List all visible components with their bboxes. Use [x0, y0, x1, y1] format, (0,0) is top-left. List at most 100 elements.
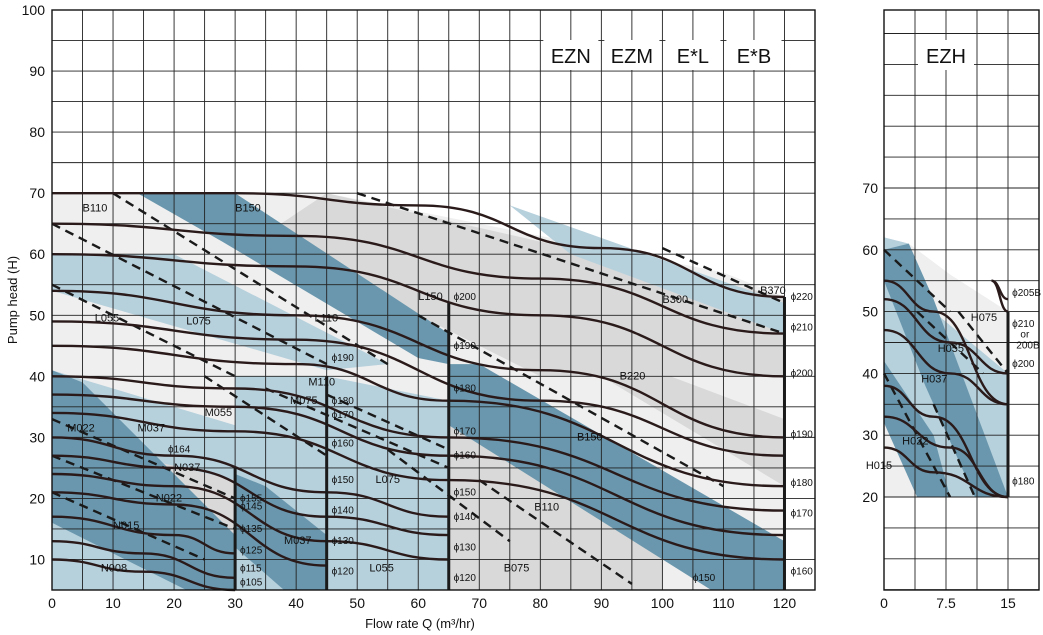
side-y-tick-label: 70	[862, 180, 878, 196]
series-label: E*B	[737, 46, 771, 68]
main-model-label-11: M055	[205, 407, 233, 419]
main-diameter-label-6: ϕ160	[791, 567, 814, 578]
y-tick-label: 90	[29, 63, 45, 79]
x-tick-label: 70	[471, 595, 487, 611]
main-diameter-label-5: ϕ170	[791, 509, 814, 520]
y-tick-label: 30	[29, 429, 45, 445]
side-x-tick-label: 7.5	[936, 595, 956, 611]
main-model-label-2: L055	[95, 312, 119, 324]
main-curve-15	[51, 558, 236, 592]
series-label: EZN	[551, 46, 591, 68]
main-diameter-label-7: ϕ200	[454, 292, 477, 303]
side-y-tick-label: 50	[862, 304, 878, 320]
side-dashed-0	[883, 248, 951, 313]
y-tick-label: 50	[29, 307, 45, 323]
main-dashed-4	[661, 247, 785, 305]
main-diameter-label-2: ϕ200	[791, 368, 814, 379]
main-curves	[51, 191, 785, 592]
y-tick-label: 20	[29, 490, 45, 506]
x-tick-label: 0	[48, 595, 56, 611]
main-diameter-label-8: ϕ190	[454, 341, 477, 352]
main-model-label-0: B110	[83, 202, 108, 214]
main-diameter-label-13: ϕ140	[454, 512, 477, 523]
main-curve-9	[51, 436, 449, 518]
x-tick-label: 40	[288, 595, 304, 611]
side-y-tick-label: 60	[862, 242, 878, 258]
main-diameter-label-23: ϕ120	[332, 567, 355, 578]
main-diameter-label-21: ϕ140	[332, 506, 355, 517]
side-curves	[883, 279, 1009, 499]
x-tick-label: 30	[227, 595, 243, 611]
main-dashed-1	[51, 283, 236, 378]
main-frame	[51, 9, 816, 591]
main-model-label-15: L075	[376, 474, 400, 486]
side-curve-5	[883, 446, 1009, 499]
side-diameter-label-4: ϕ200	[1012, 359, 1035, 370]
side-curve-2	[883, 328, 1009, 406]
x-tick-label: 110	[712, 595, 735, 611]
side-dashed-3	[932, 403, 976, 498]
main-dashed-2	[112, 192, 389, 366]
main-model-label-9: M110	[308, 376, 335, 388]
side-curve-4	[883, 415, 1009, 499]
main-dashed-7	[51, 491, 206, 561]
main-dashed-10	[326, 393, 450, 451]
side-curve-0	[883, 279, 1009, 406]
main-diameter-label-3: ϕ190	[791, 429, 814, 440]
main-model-label-22: B075	[504, 563, 530, 575]
main-curve-0	[51, 191, 785, 299]
y-tick-label: 100	[22, 2, 46, 18]
main-curve-3	[51, 289, 785, 439]
y-tick-label: 10	[29, 551, 45, 567]
y-tick-label: 80	[29, 124, 45, 140]
main-diameter-label-22: ϕ130	[332, 536, 355, 547]
main-plot: 0 10 20 30 40 50 60 70 80 90 100 110 120 10 20 30 40 50 60…	[5, 2, 816, 631]
main-diameter-label-9: ϕ180	[454, 384, 477, 395]
main-diameter-label-0: ϕ220	[791, 292, 814, 303]
main-diameter-label-24: ϕ164	[168, 445, 191, 456]
side-y-tick-label: 20	[862, 489, 878, 505]
side-curve-1	[883, 298, 1009, 375]
side-model-label-2: H037	[921, 374, 947, 386]
main-curve-2	[51, 253, 785, 378]
main-dashed-11	[417, 314, 724, 488]
main-diameter-label-26: ϕ145	[240, 501, 263, 512]
main-curve-13	[51, 515, 236, 555]
main-diameter-label-25: ϕ155	[240, 493, 263, 504]
main-model-label-4: L110	[314, 312, 338, 324]
main-model-label-18: N015	[113, 520, 139, 532]
x-tick-label: 20	[166, 595, 182, 611]
y-axis-label: Pump head (H)	[5, 256, 20, 344]
side-model-label-0: H075	[971, 312, 997, 324]
side-y-tick-label: 30	[862, 427, 878, 443]
side-model-label-3: H022	[902, 435, 928, 447]
main-model-label-6: B300	[662, 294, 688, 306]
y-tick-label: 70	[29, 185, 45, 201]
series-label-bg	[665, 40, 721, 70]
main-curve-6	[51, 375, 785, 512]
side-model-label-4: H015	[866, 460, 892, 472]
y-tick-label: 60	[29, 246, 45, 262]
main-model-label-21: L055	[369, 563, 393, 575]
main-model-label-7: B370	[760, 285, 786, 297]
main-curve-7	[51, 393, 785, 537]
series-label-bg	[726, 40, 782, 70]
main-model-label-8: B220	[620, 370, 646, 382]
side-y-tick-label: 40	[862, 365, 878, 381]
main-curve-11	[51, 472, 449, 561]
main-region-10	[137, 193, 449, 365]
side-diameter-label-1: ϕ210	[1012, 319, 1035, 330]
main-model-label-23: N008	[101, 563, 127, 575]
side-curve-7	[991, 279, 1009, 301]
main-model-label-16: N037	[174, 462, 200, 474]
x-tick-label: 60	[410, 595, 426, 611]
series-label-bg	[604, 40, 660, 70]
main-verticals	[233, 296, 786, 590]
main-model-label-19: M037	[284, 535, 312, 547]
main-diameter-label-11: ϕ160	[454, 451, 477, 462]
main-diameter-label-29: ϕ115	[240, 564, 262, 575]
side-diameter-label-0: ϕ205B	[1012, 288, 1041, 299]
